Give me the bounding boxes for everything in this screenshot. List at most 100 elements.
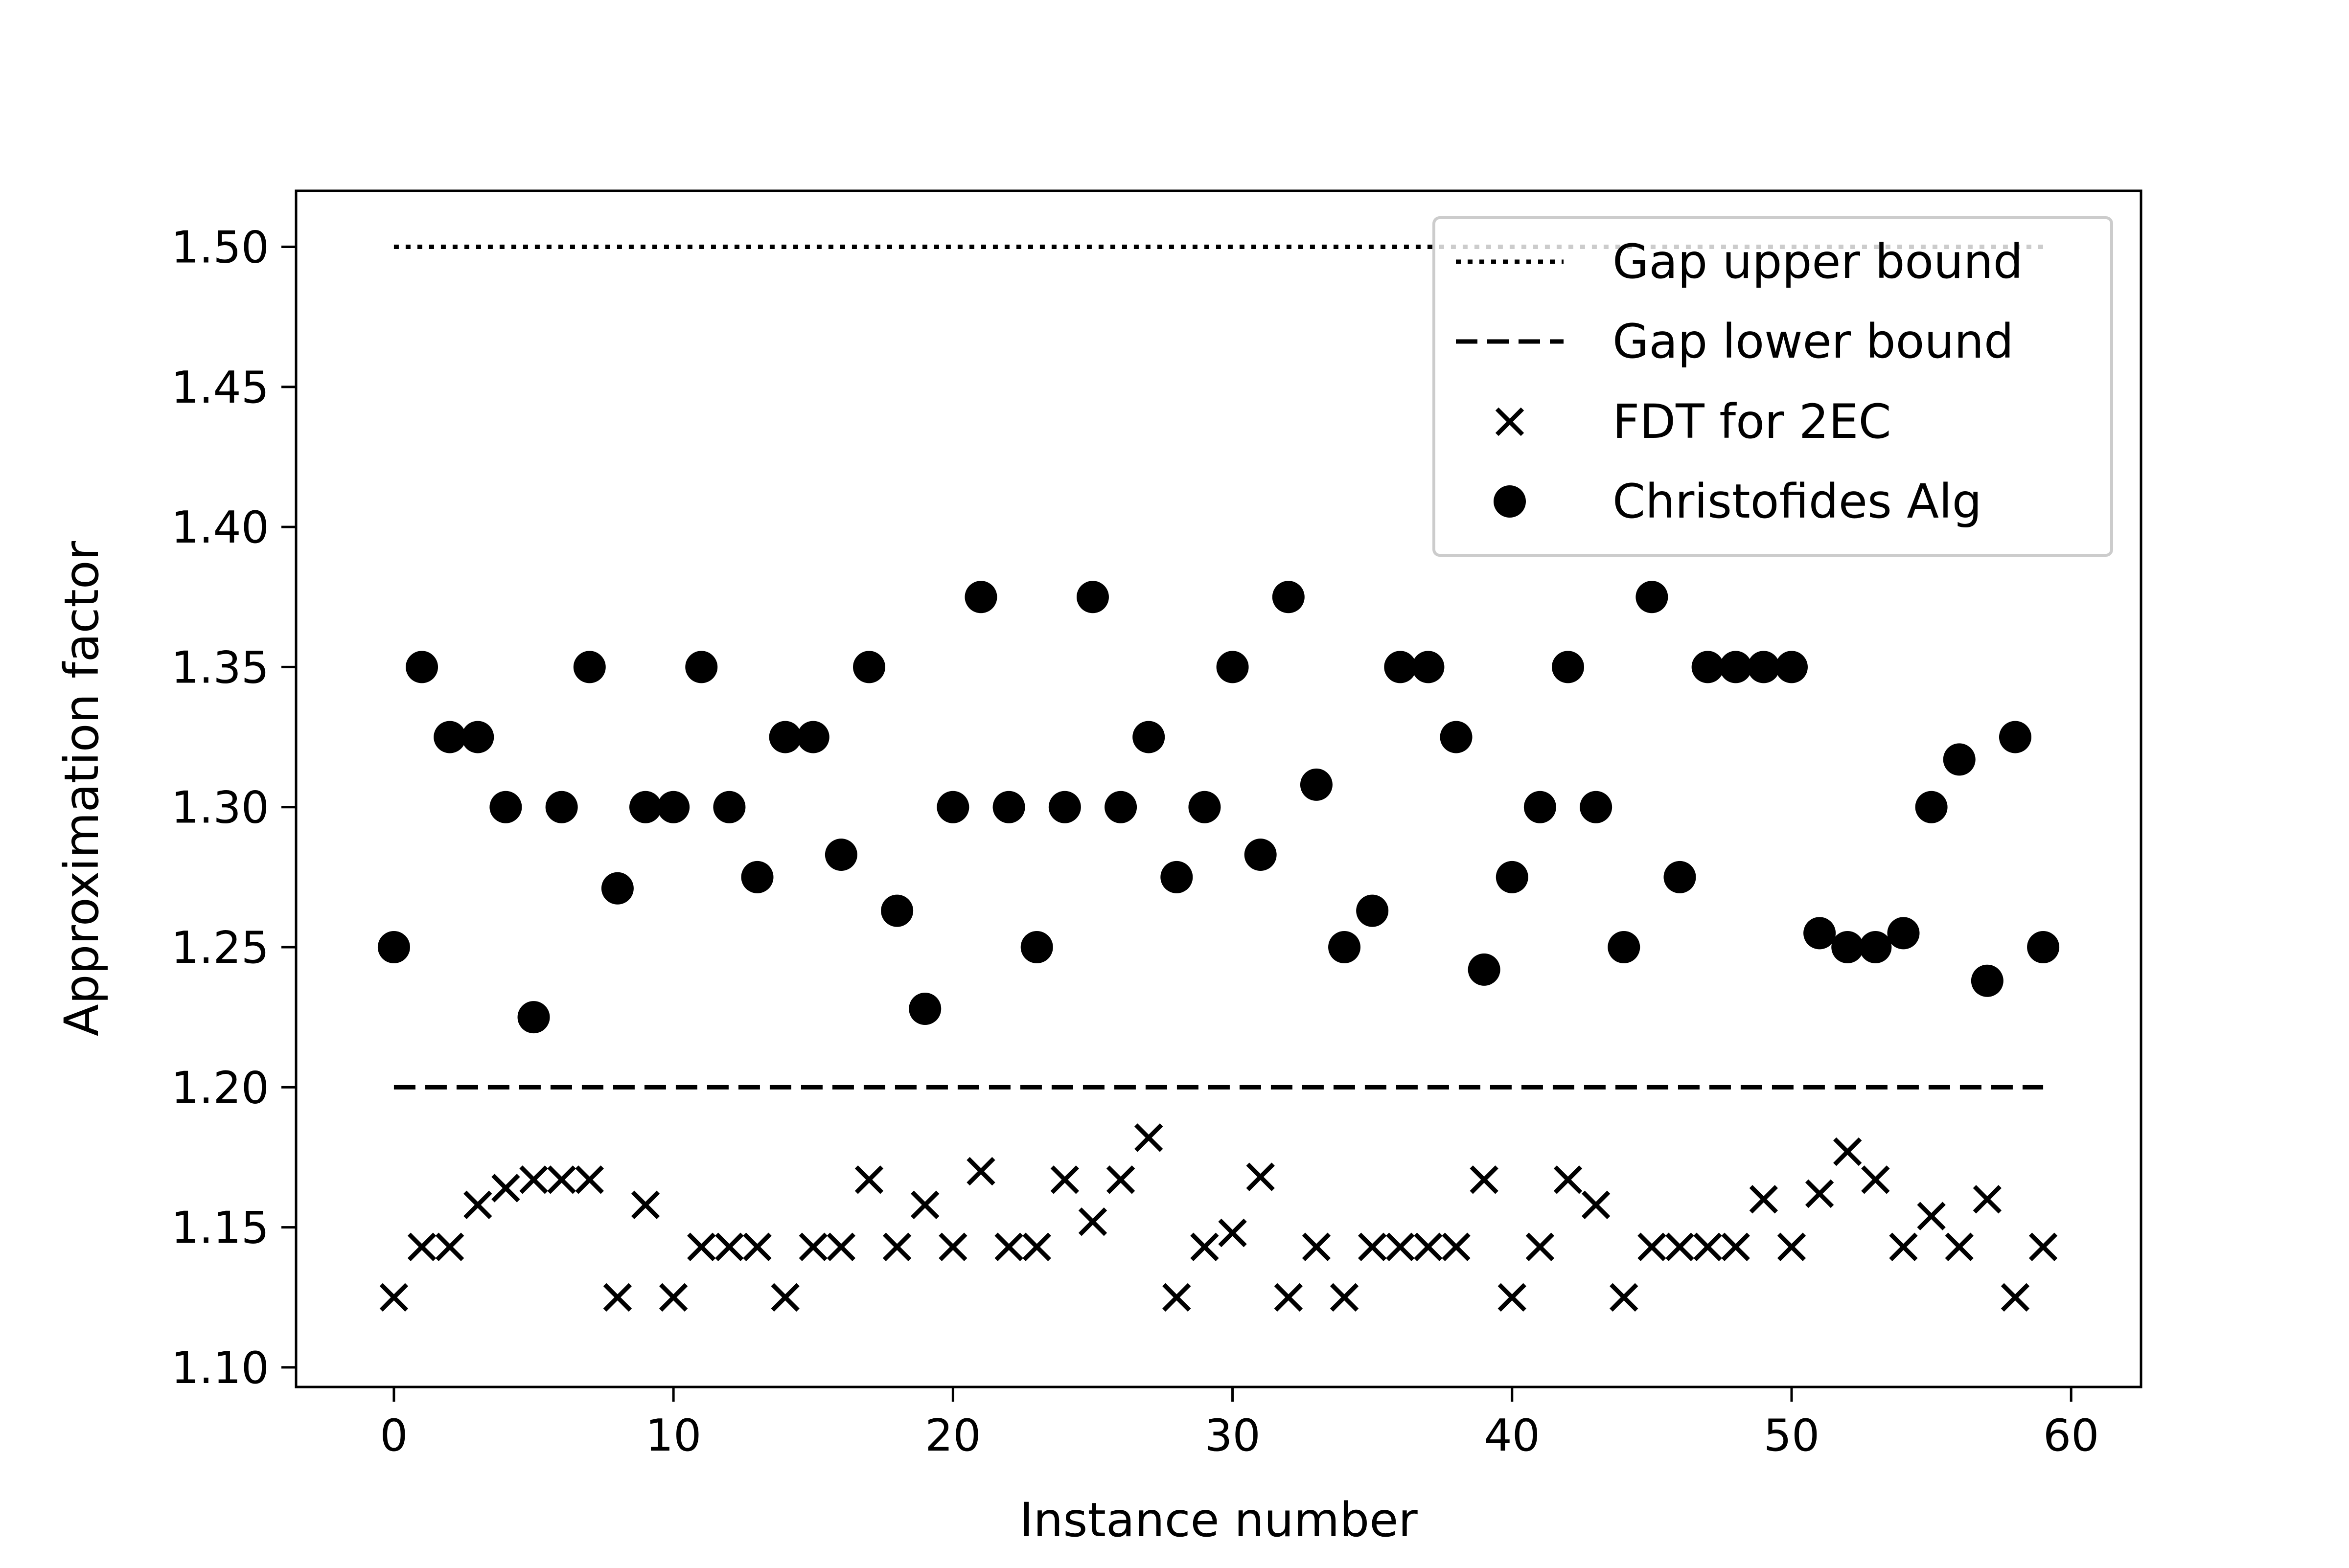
christofides-alg-point-29: [1188, 791, 1221, 823]
fdt-for-2ec-point-53-stroke-b: [1861, 1165, 1890, 1194]
fdt-for-2ec-point-3: [463, 1190, 492, 1219]
fdt-for-2ec-point-22-stroke-b: [994, 1232, 1023, 1261]
christofides-alg-point-56: [1943, 743, 1976, 776]
fdt-for-2ec-point-28: [1162, 1283, 1191, 1312]
fdt-for-2ec-point-45: [1637, 1232, 1666, 1261]
fdt-for-2ec-point-33: [1302, 1232, 1331, 1261]
plot-marks: [377, 245, 2060, 1312]
fdt-for-2ec-point-23: [1022, 1232, 1051, 1261]
legend-christofides-alg-label: Christofides Alg: [1612, 474, 1982, 529]
fdt-for-2ec-point-6-stroke-b: [547, 1165, 576, 1194]
fdt-for-2ec-point-55: [1917, 1202, 1946, 1230]
fdt-for-2ec-point-25-stroke-b: [1078, 1207, 1107, 1236]
christofides-alg-point-2: [434, 721, 466, 753]
fdt-for-2ec-point-43-stroke-b: [1581, 1190, 1611, 1219]
fdt-for-2ec-point-49: [1749, 1185, 1778, 1214]
y-tick-label-8: 1.50: [171, 222, 269, 273]
fdt-for-2ec-point-59: [2028, 1232, 2058, 1261]
fdt-for-2ec-point-1-stroke-b: [407, 1232, 437, 1261]
fdt-for-2ec-point-42: [1553, 1165, 1583, 1194]
christofides-alg-point-43: [1580, 791, 1612, 823]
christofides-alg-point-55: [1915, 791, 1948, 823]
fdt-for-2ec-point-13: [743, 1232, 772, 1261]
fdt-for-2ec-point-15: [799, 1232, 828, 1261]
fdt-for-2ec-point-5: [519, 1165, 548, 1194]
fdt-for-2ec-point-55-stroke-b: [1917, 1202, 1946, 1230]
christofides-alg-point-58: [1999, 721, 2031, 753]
x-tick-label-6: 60: [2043, 1410, 2099, 1461]
fdt-for-2ec-point-54-stroke-b: [1889, 1232, 1918, 1261]
fdt-for-2ec-point-48: [1721, 1232, 1750, 1261]
x-tick-label-0: 0: [380, 1410, 408, 1461]
fdt-for-2ec-point-41-stroke-b: [1525, 1232, 1555, 1261]
x-tick-label-3: 30: [1204, 1410, 1261, 1461]
christofides-alg-point-32: [1272, 581, 1305, 614]
legend-christofides-alg-swatch: [1494, 485, 1526, 518]
fdt-for-2ec-point-11: [687, 1232, 716, 1261]
fdt-for-2ec-point-42-stroke-b: [1553, 1165, 1583, 1194]
fdt-for-2ec-point-29: [1190, 1232, 1219, 1261]
x-tick-label-1: 10: [645, 1410, 702, 1461]
fdt-for-2ec-point-2-stroke-b: [435, 1232, 464, 1261]
christofides-alg-point-19: [909, 992, 942, 1025]
fdt-for-2ec-point-0: [379, 1283, 409, 1312]
christofides-alg-point-36: [1384, 651, 1417, 683]
y-tick-label-2: 1.20: [171, 1062, 269, 1114]
fdt-for-2ec-point-44: [1610, 1283, 1638, 1312]
fdt-for-2ec-point-0-stroke-b: [379, 1283, 409, 1312]
christofides-alg-point-22: [992, 791, 1025, 823]
fdt-for-2ec-point-35: [1358, 1232, 1387, 1261]
fdt-for-2ec-point-19: [911, 1190, 940, 1219]
fdt-for-2ec-point-8: [603, 1283, 632, 1312]
christofides-alg-point-52: [1831, 931, 1864, 964]
fdt-for-2ec-point-3-stroke-b: [463, 1190, 492, 1219]
fdt-for-2ec-point-18-stroke-b: [882, 1232, 912, 1261]
christofides-alg-point-20: [937, 791, 969, 823]
fdt-for-2ec-point-7-stroke-b: [575, 1165, 604, 1194]
christofides-alg-point-31: [1244, 839, 1277, 871]
fdt-for-2ec-point-54: [1889, 1232, 1918, 1261]
fdt-for-2ec-point-53: [1861, 1165, 1890, 1194]
christofides-alg-point-9: [629, 791, 662, 823]
christofides-alg-point-28: [1160, 861, 1193, 893]
fdt-for-2ec-point-31: [1246, 1162, 1275, 1191]
fdt-for-2ec-point-4: [491, 1174, 520, 1203]
fdt-for-2ec-point-27-stroke-b: [1134, 1123, 1163, 1152]
christofides-alg-point-24: [1048, 791, 1081, 823]
christofides-alg-point-59: [2027, 931, 2060, 964]
christofides-alg-point-6: [545, 791, 578, 823]
y-tick-label-3: 1.25: [171, 922, 269, 974]
fdt-for-2ec-point-46-stroke-b: [1665, 1232, 1694, 1261]
fdt-for-2ec-point-5-stroke-b: [519, 1165, 548, 1194]
fdt-for-2ec-point-10-stroke-b: [659, 1283, 688, 1312]
christofides-alg-point-23: [1020, 931, 1053, 964]
christofides-alg-point-48: [1719, 651, 1752, 683]
axes: 0 10 20 30 40 50 60 1.10 1.15 1.20 1.25 1.30 1.35 1.4…: [171, 222, 2099, 1461]
legend-gap-upper-bound-label: Gap upper bound: [1612, 234, 2023, 289]
fdt-for-2ec-point-11-stroke-b: [687, 1232, 716, 1261]
fdt-for-2ec-point-12: [715, 1232, 744, 1261]
christofides-alg-point-38: [1440, 721, 1473, 753]
fdt-for-2ec-point-34-stroke-b: [1330, 1283, 1359, 1312]
y-tick-label-5: 1.35: [171, 642, 269, 693]
christofides-alg-point-49: [1747, 651, 1780, 683]
fdt-for-2ec-point-24-stroke-b: [1050, 1165, 1080, 1194]
y-tick-label-4: 1.30: [171, 782, 269, 834]
fdt-for-2ec-point-47: [1693, 1232, 1722, 1261]
plot-frame: [295, 189, 2142, 1388]
y-axis-label: Approximation factor: [54, 541, 109, 1036]
fdt-for-2ec-point-36: [1386, 1232, 1415, 1261]
fdt-for-2ec-point-2: [435, 1232, 464, 1261]
fdt-for-2ec-point-39-stroke-b: [1470, 1165, 1498, 1194]
fdt-for-2ec-point-30-stroke-b: [1218, 1218, 1247, 1248]
fdt-for-2ec-point-12-stroke-b: [715, 1232, 744, 1261]
christofides-alg-point-57: [1971, 964, 2004, 997]
x-tick-label-5: 50: [1764, 1410, 1820, 1461]
fdt-for-2ec-point-37: [1414, 1232, 1443, 1261]
fdt-for-2ec-point-9: [631, 1190, 660, 1219]
christofides-alg-point-46: [1663, 861, 1696, 893]
fdt-for-2ec-point-52: [1833, 1137, 1862, 1166]
legend-box: [1432, 216, 2113, 557]
fdt-for-2ec-point-40: [1497, 1283, 1526, 1312]
